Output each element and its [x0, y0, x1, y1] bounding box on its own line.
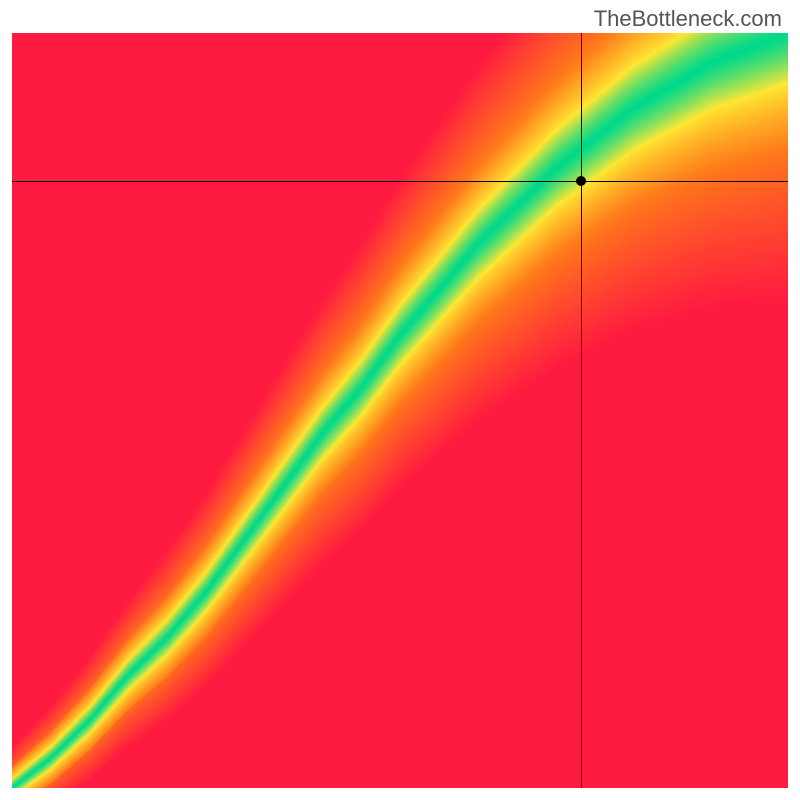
crosshair-vertical	[581, 33, 582, 788]
heatmap-chart	[12, 33, 788, 788]
crosshair-horizontal	[12, 181, 788, 182]
plot-area	[12, 33, 788, 788]
crosshair-marker	[576, 176, 586, 186]
heatmap-canvas	[12, 33, 788, 788]
watermark-text: TheBottleneck.com	[594, 6, 782, 32]
